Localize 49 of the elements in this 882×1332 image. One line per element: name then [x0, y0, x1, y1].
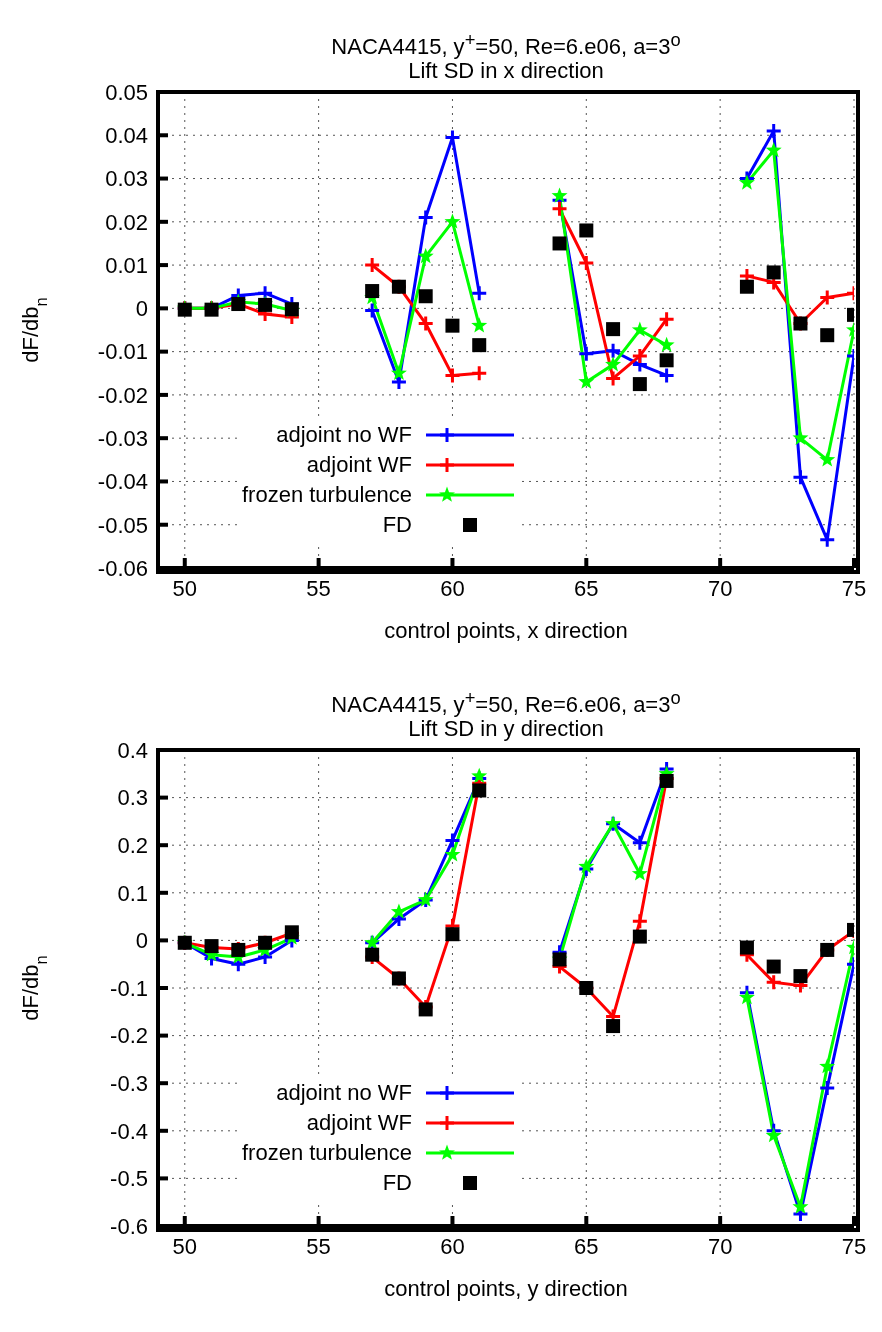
y-tick-label: -0.04 — [97, 469, 148, 495]
y-tick-label: 0.1 — [117, 880, 148, 906]
y-tick-label: -0.4 — [110, 1118, 148, 1144]
y-tick-label: 0 — [135, 928, 148, 954]
y-tick-label: 0.01 — [105, 252, 148, 278]
legend-label: adjoint WF — [306, 451, 412, 479]
legend-label: adjoint WF — [306, 1109, 412, 1137]
legend-label: FD — [382, 1169, 412, 1197]
y-tick-label: 0.3 — [117, 785, 148, 811]
x-tick-label: 75 — [841, 1233, 867, 1259]
legend-label: adjoint no WF — [276, 1079, 412, 1107]
legend-label: adjoint no WF — [276, 421, 412, 449]
y-tick-label: -0.01 — [97, 339, 148, 365]
y-tick-label: -0.05 — [97, 512, 148, 538]
y-tick-label: 0.4 — [117, 737, 148, 763]
y-tick-label: -0.2 — [110, 1023, 148, 1049]
y-tick-label: -0.5 — [110, 1166, 148, 1192]
y-tick-label: -0.3 — [110, 1071, 148, 1097]
y-tick-label: 0 — [135, 296, 148, 322]
x-axis-title: control points, x direction — [384, 618, 628, 643]
x-tick-label: 55 — [306, 1233, 331, 1259]
y-tick-label: 0.2 — [117, 833, 148, 859]
x-tick-label: 50 — [172, 575, 198, 601]
y-tick-label: 0.02 — [105, 209, 148, 235]
chart-subtitle: Lift SD in y direction — [407, 716, 605, 742]
y-tick-label: 0.03 — [105, 166, 148, 192]
y-tick-label: -0.02 — [97, 382, 148, 408]
x-tick-label: 75 — [841, 575, 867, 601]
x-tick-label: 65 — [574, 1233, 599, 1259]
y-tick-label: -0.03 — [97, 425, 148, 451]
legend-label: FD — [382, 511, 412, 539]
y-tick-label: -0.06 — [97, 555, 148, 581]
x-axis-title: control points, y direction — [384, 1276, 628, 1301]
y-tick-label: -0.1 — [110, 975, 148, 1001]
legend-label: frozen turbulence — [242, 481, 412, 509]
chart-subtitle: Lift SD in x direction — [407, 58, 605, 84]
chart-title: NACA4415, y$^{+}$=50, Re=6.e06, a=3$^{o}$ — [330, 28, 682, 60]
chart-title: NACA4415, y$^{+}$=50, Re=6.e06, a=3$^{o}$ — [330, 686, 682, 718]
x-tick-label: 70 — [707, 1233, 733, 1259]
x-tick-label: 50 — [172, 1233, 198, 1259]
legend-label: frozen turbulence — [242, 1139, 412, 1167]
x-tick-label: 55 — [306, 575, 331, 601]
x-tick-label: 60 — [440, 575, 465, 601]
y-tick-label: 0.04 — [105, 123, 148, 149]
x-tick-label: 60 — [440, 1233, 465, 1259]
y-tick-label: -0.6 — [110, 1213, 148, 1239]
y-tick-label: 0.05 — [105, 79, 148, 105]
x-tick-label: 65 — [574, 575, 599, 601]
x-tick-label: 70 — [707, 575, 733, 601]
